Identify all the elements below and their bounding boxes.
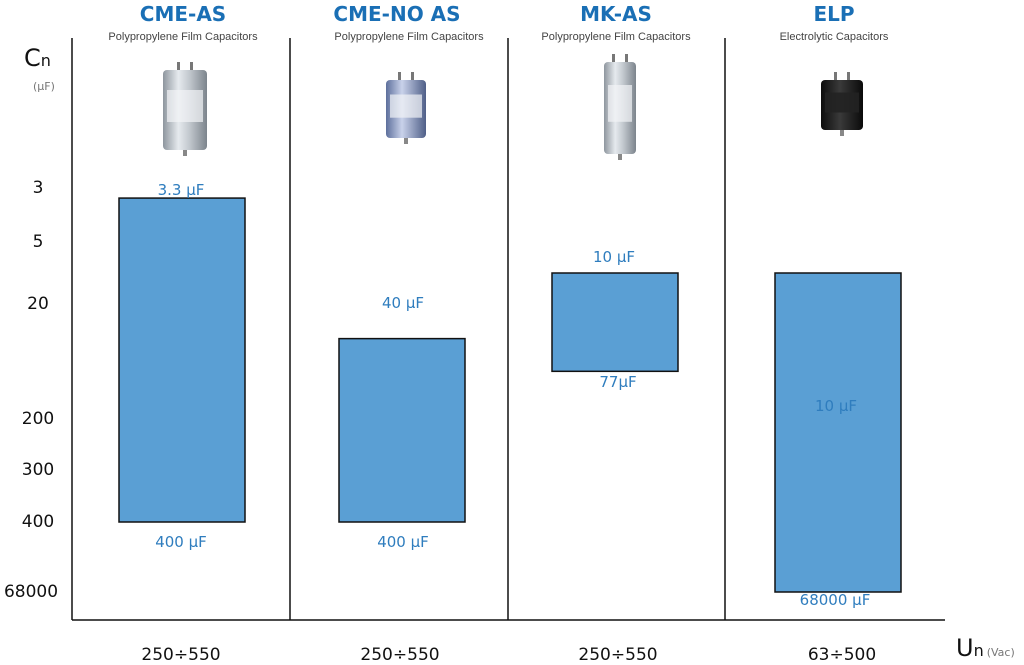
terminal [411,72,414,82]
bar-max-label: 400 µF [377,533,429,551]
bar-max-label: 400 µF [155,533,207,551]
series-title: CME-NO AS [333,2,461,26]
series-title: MK-AS [580,2,652,26]
black-electrolytic-capacitor [821,72,863,136]
y-axis-main: C [24,44,41,72]
capacitor-label [825,92,859,113]
mount-stud [404,138,408,144]
terminal [190,62,193,72]
terminal [834,72,837,82]
x-axis-main: U [956,634,974,662]
series-description: Polypropylene Film Capacitors [334,31,484,43]
chart-axes [71,38,945,621]
capacitor-label [167,90,203,122]
series-title: CME-AS [139,2,227,26]
x-axis-unit: (Vac) [986,646,1015,659]
y-axis-title: Cn [24,44,51,72]
product-images [163,54,863,160]
y-tick-label: 5 [32,232,44,252]
voltage-label: 250÷550 [578,645,658,665]
bar-max-label: 77µF [599,373,637,391]
y-tick-label: 68000 [3,582,59,602]
y-axis-subscript: n [40,51,51,70]
range-bar [338,337,466,523]
mount-stud [618,154,622,160]
y-axis-unit: (µF) [33,80,55,93]
range-bar [118,197,246,523]
capacitor-label [608,85,632,122]
terminal [847,72,850,82]
terminal [177,62,180,72]
silver-tall-capacitor [604,54,636,160]
series-description: Electrolytic Capacitors [779,31,889,43]
terminal [612,54,615,64]
mount-stud [183,150,187,156]
mount-stud [840,130,844,136]
bar-max-label: 68000 µF [799,591,871,609]
y-tick-label: 20 [27,294,49,314]
voltage-label: 63÷500 [807,645,877,665]
voltage-label: 250÷550 [141,645,221,665]
bar-min-label: 10 µF [814,397,858,415]
x-axis-subscript: n [973,641,984,660]
range-bar [551,272,679,373]
series-title: ELP [813,2,855,26]
y-tick-label: 400 [21,512,55,532]
chart-bars [118,197,902,593]
y-tick-label: 200 [21,409,55,429]
x-axis-title: Un (Vac) [956,634,1015,662]
series-description: Polypropylene Film Capacitors [541,31,691,43]
bar-min-label: 10 µF [592,248,636,266]
y-tick-label: 3 [32,178,44,198]
terminal [625,54,628,64]
terminal [398,72,401,82]
silver-cylinder-capacitor [386,72,426,144]
range-bar [774,272,902,593]
capacitor-label [390,94,422,118]
bar-min-label: 40 µF [381,294,425,312]
silver-cylinder-capacitor [163,62,207,156]
voltage-label: 250÷550 [360,645,440,665]
y-tick-label: 300 [21,460,55,480]
series-description: Polypropylene Film Capacitors [108,31,258,43]
bar-min-label: 3.3 µF [157,181,205,199]
